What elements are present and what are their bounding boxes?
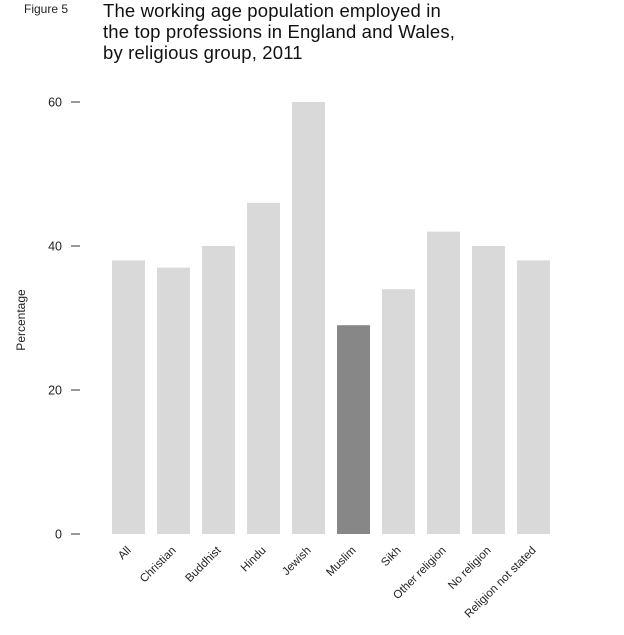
x-tick-label: Sikh bbox=[379, 545, 403, 569]
x-axis-labels: All Christian Buddhist Hindu Jewish Muslim Sik… bbox=[116, 544, 539, 620]
x-tick-label: Christian bbox=[138, 545, 179, 586]
x-tick-label: Jewish bbox=[280, 545, 313, 578]
chart-title: The working age population employed in t… bbox=[103, 0, 603, 63]
bar-sikh bbox=[382, 289, 415, 534]
y-tick-label: 60 bbox=[48, 96, 62, 110]
y-tick-label: 20 bbox=[48, 384, 62, 398]
x-tick-label: All bbox=[116, 545, 134, 563]
chart-title-line-3: by religious group, 2011 bbox=[103, 42, 303, 63]
bars bbox=[112, 102, 550, 535]
bar-buddhist bbox=[202, 246, 235, 534]
x-tick-label: Buddhist bbox=[183, 544, 224, 585]
y-tick-label: 40 bbox=[48, 240, 62, 254]
y-axis-label: Percentage bbox=[14, 289, 28, 351]
chart-title-line-2: the top professions in England and Wales… bbox=[103, 21, 456, 42]
x-tick-label: Muslim bbox=[324, 545, 358, 579]
bar-christian bbox=[157, 267, 190, 534]
figure-label: Figure 5 bbox=[24, 2, 69, 16]
bar-no-religion bbox=[472, 246, 505, 534]
bar-all bbox=[112, 260, 145, 534]
y-tick-label: 0 bbox=[55, 528, 62, 542]
bar-other-religion bbox=[427, 231, 460, 534]
bar-muslim bbox=[337, 325, 370, 534]
x-tick-label: Hindu bbox=[239, 545, 269, 575]
y-axis: 0 20 40 60 bbox=[48, 96, 80, 542]
chart-title-line-1: The working age population employed in bbox=[103, 0, 441, 21]
bar-hindu bbox=[247, 202, 280, 535]
bar-jewish bbox=[292, 102, 325, 534]
x-tick-label: No religion bbox=[446, 545, 493, 592]
bar-religion-not-stated bbox=[517, 260, 550, 534]
